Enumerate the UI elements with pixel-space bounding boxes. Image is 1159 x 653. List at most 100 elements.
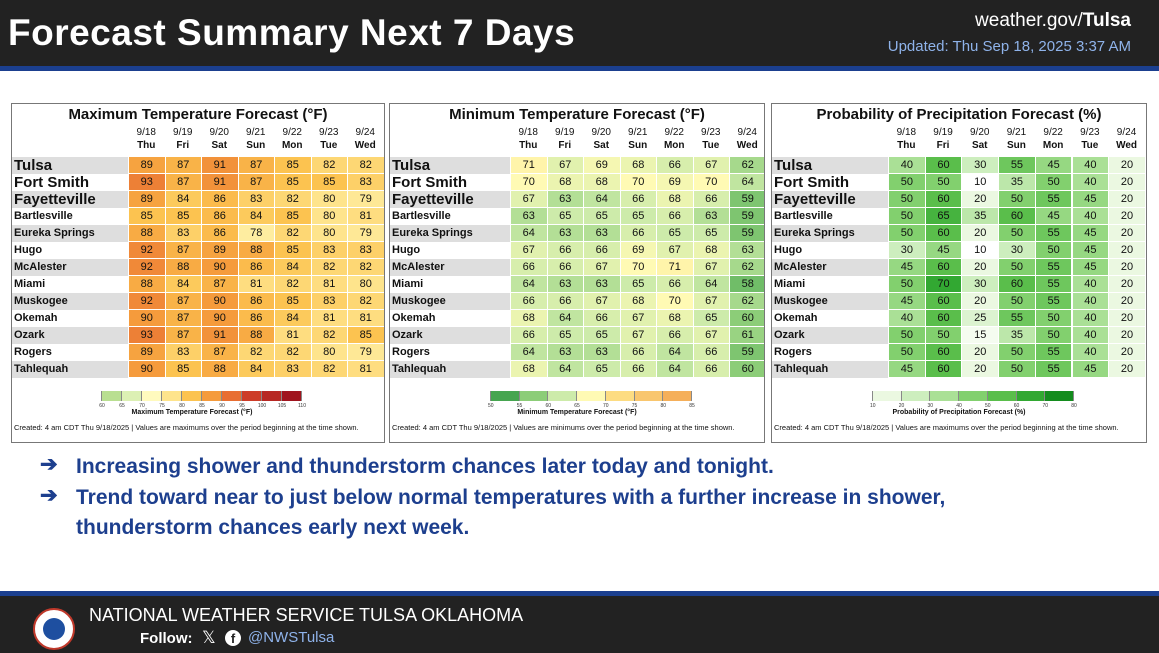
table-row: Ozark50501535504020 <box>772 327 1146 344</box>
value-cell: 79 <box>347 191 384 208</box>
location-label: McAlester <box>390 259 510 276</box>
social-handle[interactable]: @NWSTulsa <box>248 629 334 646</box>
value-cell: 67 <box>693 293 730 310</box>
colorbar-label: Minimum Temperature Forecast (°F) <box>517 409 636 416</box>
pop-day-header: 9/21Sun <box>998 126 1035 152</box>
value-cell: 63 <box>583 276 620 293</box>
value-cell: 50 <box>888 327 925 344</box>
location-label: Bartlesville <box>12 208 128 225</box>
value-cell: 62 <box>729 293 765 310</box>
location-label: Okemah <box>390 310 510 327</box>
value-cell: 67 <box>693 327 730 344</box>
x-icon[interactable]: 𝕏 <box>202 628 216 648</box>
colorbar-tick: 80 <box>1071 403 1077 409</box>
bullet-2-line-2: thunderstorm chances early next week. <box>76 513 469 543</box>
colorbar-segment <box>606 391 635 401</box>
value-cell: 35 <box>998 327 1035 344</box>
location-label: Ozark <box>12 327 128 344</box>
value-cell: 50 <box>888 208 925 225</box>
day-date: 9/24 <box>356 127 375 138</box>
value-cell: 80 <box>311 208 348 225</box>
value-cell: 50 <box>888 344 925 361</box>
location-label: Rogers <box>772 344 888 361</box>
value-cell: 66 <box>656 327 693 344</box>
value-cell: 63 <box>547 276 584 293</box>
value-cell: 30 <box>961 276 998 293</box>
value-cell: 67 <box>583 293 620 310</box>
table-row: Fayetteville50602050554520 <box>772 191 1146 208</box>
day-name: Sat <box>201 139 238 152</box>
value-cell: 50 <box>925 327 962 344</box>
day-name: Wed <box>729 139 765 152</box>
location-label: Okemah <box>772 310 888 327</box>
value-cell: 80 <box>311 225 348 242</box>
value-cell: 40 <box>1072 310 1109 327</box>
value-cell: 35 <box>961 208 998 225</box>
colorbar-segment <box>222 391 242 401</box>
colorbar-segment <box>548 391 577 401</box>
table-row: Hugo67666669676863 <box>390 242 764 259</box>
value-cell: 85 <box>311 174 348 191</box>
value-cell: 68 <box>620 157 657 174</box>
colorbar-segment <box>844 391 873 401</box>
header-stripe <box>0 66 1159 71</box>
value-cell: 84 <box>274 259 311 276</box>
value-cell: 58 <box>729 276 765 293</box>
value-cell: 61 <box>729 327 765 344</box>
day-date: 9/21 <box>246 127 265 138</box>
max-credit: Created: 4 am CDT Thu 9/18/2025 | Values… <box>14 423 359 432</box>
value-cell: 66 <box>510 327 547 344</box>
day-name: Wed <box>347 139 384 152</box>
value-cell: 66 <box>693 361 730 378</box>
value-cell: 66 <box>693 344 730 361</box>
pop-panel: Probability of Precipitation Forecast (%… <box>771 103 1147 443</box>
value-cell: 88 <box>128 225 165 242</box>
value-cell: 80 <box>311 344 348 361</box>
value-cell: 20 <box>1108 327 1145 344</box>
location-label: Muskogee <box>390 293 510 310</box>
value-cell: 20 <box>1108 208 1145 225</box>
value-cell: 83 <box>347 174 384 191</box>
table-row: Tulsa89879187858282 <box>12 157 384 174</box>
location-label: Muskogee <box>12 293 128 310</box>
location-label: Miami <box>772 276 888 293</box>
location-label: Tulsa <box>390 157 510 174</box>
bullet-2-line-1: Trend toward near to just below normal t… <box>76 483 945 513</box>
table-row: Miami50703060554020 <box>772 276 1146 293</box>
value-cell: 50 <box>888 225 925 242</box>
table-row: Eureka Springs88838678828079 <box>12 225 384 242</box>
value-cell: 85 <box>274 293 311 310</box>
value-cell: 68 <box>583 174 620 191</box>
value-cell: 65 <box>656 225 693 242</box>
colorbar-segment <box>1045 391 1074 401</box>
table-row: Miami88848781828180 <box>12 276 384 293</box>
colorbar-segment <box>1017 391 1046 401</box>
site-office: Tulsa <box>1083 10 1131 31</box>
value-cell: 89 <box>128 344 165 361</box>
follow-label: Follow: <box>140 630 193 647</box>
value-cell: 45 <box>1035 157 1072 174</box>
value-cell: 64 <box>510 276 547 293</box>
location-label: Ozark <box>390 327 510 344</box>
site-link[interactable]: weather.gov/Tulsa <box>975 10 1131 32</box>
table-row: Bartlesville85858684858081 <box>12 208 384 225</box>
value-cell: 50 <box>1035 242 1072 259</box>
facebook-icon[interactable]: f <box>225 630 241 646</box>
value-cell: 89 <box>201 242 238 259</box>
value-cell: 50 <box>1035 327 1072 344</box>
table-row: Muskogee92879086858382 <box>12 293 384 310</box>
colorbar-tick: 85 <box>689 403 695 409</box>
table-row: Rogers89838782828079 <box>12 344 384 361</box>
value-cell: 83 <box>165 344 202 361</box>
value-cell: 86 <box>238 293 275 310</box>
org-name: NATIONAL WEATHER SERVICE TULSA OKLAHOMA <box>89 605 523 626</box>
value-cell: 45 <box>1035 208 1072 225</box>
value-cell: 50 <box>1035 310 1072 327</box>
day-date: 9/23 <box>701 127 720 138</box>
max-day-header: 9/20Sat <box>201 126 238 152</box>
table-row: Eureka Springs64636366656559 <box>390 225 764 242</box>
value-cell: 68 <box>656 191 693 208</box>
location-label: Hugo <box>390 242 510 259</box>
day-date: 9/18 <box>137 127 156 138</box>
value-cell: 85 <box>274 174 311 191</box>
